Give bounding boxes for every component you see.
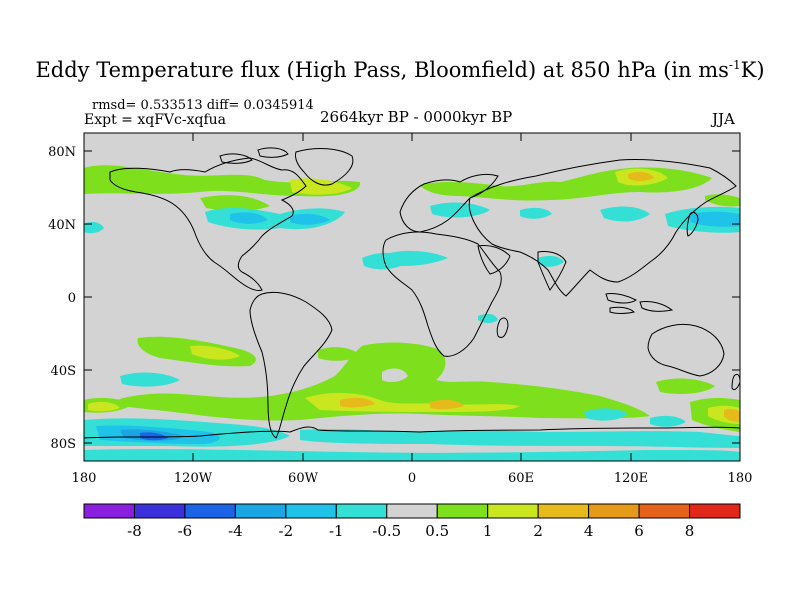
coast-japan xyxy=(686,211,699,237)
coastlines xyxy=(84,147,740,439)
lon-label: 0 xyxy=(408,471,416,486)
contour-negative xyxy=(520,207,552,219)
colorbar-box xyxy=(588,503,640,519)
contour-positive xyxy=(430,399,464,410)
contour-positive xyxy=(305,392,520,412)
lon-label: 120E xyxy=(614,471,648,486)
chart-title: Eddy Temperature flux (High Pass, Bloomf… xyxy=(0,58,800,82)
colorbar-box xyxy=(83,503,135,519)
lat-label: 40S xyxy=(51,364,76,379)
colorbar-label: -0.5 xyxy=(372,522,401,540)
colorbar-label: -2 xyxy=(279,522,294,540)
contour-positive xyxy=(628,171,654,181)
colorbar-label: -4 xyxy=(228,522,243,540)
contour-negative xyxy=(84,221,104,234)
colorbar-label: 4 xyxy=(584,522,594,540)
colorbar-box xyxy=(335,503,388,519)
coast-australia xyxy=(647,323,725,377)
colorbar-box xyxy=(689,503,741,519)
season-label: JJA xyxy=(712,110,735,128)
contour-negative xyxy=(120,372,180,387)
contour-gap xyxy=(382,368,408,383)
contour-negative xyxy=(538,255,564,267)
contour-negative xyxy=(584,408,628,421)
colorbar-label: 6 xyxy=(634,522,644,540)
colorbar-label: -8 xyxy=(127,522,142,540)
coast-africa xyxy=(382,231,502,357)
colorbar-label: -6 xyxy=(178,522,193,540)
coast-north-america xyxy=(109,157,307,291)
colorbar-box xyxy=(133,503,186,519)
colorbar-box xyxy=(386,503,438,519)
colorbar-label: 1 xyxy=(483,522,493,540)
contour-negative xyxy=(300,429,740,448)
contour-positive xyxy=(190,345,240,360)
lat-labels: 80N 40N 0 40S 80S xyxy=(48,145,76,452)
colorbar-box xyxy=(638,503,691,519)
contour-negative xyxy=(140,432,168,441)
coast-india xyxy=(537,251,567,291)
contour-positive xyxy=(318,347,360,361)
contour-positive xyxy=(110,342,650,421)
colorbar-box xyxy=(184,503,236,519)
colorbar: -8 -6 -4 -2 -1 -0.5 0.5 1 2 4 6 8 xyxy=(83,503,741,540)
contour-positive xyxy=(656,378,715,394)
coast-arabia xyxy=(477,245,511,275)
colorbar-label: 8 xyxy=(685,522,695,540)
lon-label: 180 xyxy=(728,471,753,486)
contour-positive xyxy=(340,397,375,408)
contour-negative xyxy=(600,206,650,222)
colorbar-label: 2 xyxy=(533,522,543,540)
colorbar-box xyxy=(487,503,539,519)
period-label: 2664kyr BP - 0000kyr BP xyxy=(320,108,513,126)
coast-greenland xyxy=(295,148,354,186)
lat-label: 80S xyxy=(51,437,76,452)
colorbar-box xyxy=(285,503,337,519)
coast-madagascar xyxy=(496,317,509,339)
contour-positive xyxy=(200,195,270,211)
coast-indonesia xyxy=(605,293,674,314)
coast-south-america xyxy=(249,291,333,439)
contour-negative xyxy=(230,212,268,224)
coast-new-zealand xyxy=(731,373,740,391)
coast-antarctica xyxy=(84,426,740,439)
contour-negative xyxy=(650,415,686,427)
lon-label: 60E xyxy=(508,471,534,486)
contour-positive xyxy=(724,409,740,422)
lat-label: 0 xyxy=(68,291,76,306)
colorbar-box xyxy=(436,503,489,519)
coast-arctic-islands xyxy=(219,147,289,164)
contour-negative xyxy=(690,211,740,227)
lon-ticks xyxy=(192,133,632,461)
contour-positive xyxy=(84,165,361,197)
lon-labels: 180 120W 60W 0 60E 120E 180 xyxy=(72,471,753,486)
title-tail: K) xyxy=(740,58,765,82)
contour-positive xyxy=(88,401,120,412)
coast-asia xyxy=(468,158,737,297)
contour-negative xyxy=(290,213,330,225)
experiment-label: Expt = xqFVc-xqfua xyxy=(84,112,226,128)
lon-label: 120W xyxy=(174,471,213,486)
lon-label: 60W xyxy=(288,471,319,486)
lat-label: 40N xyxy=(48,218,76,233)
rmsd-stats: rmsd= 0.533513 diff= 0.0345914 xyxy=(92,98,314,113)
contour-positive xyxy=(290,178,352,195)
anomaly-field xyxy=(84,165,740,461)
colorbar-box xyxy=(537,503,590,519)
lon-label: 180 xyxy=(72,471,97,486)
lat-ticks xyxy=(84,150,740,444)
colorbar-label: -1 xyxy=(329,522,344,540)
colorbar-label: 0.5 xyxy=(425,522,449,540)
title-main: Eddy Temperature flux (High Pass, Bloomf… xyxy=(35,58,729,82)
title-sup: -1 xyxy=(728,58,741,72)
contour-negative xyxy=(380,250,448,266)
contour-negative xyxy=(430,202,490,218)
lat-label: 80N xyxy=(48,145,76,160)
colorbar-box xyxy=(234,503,287,519)
